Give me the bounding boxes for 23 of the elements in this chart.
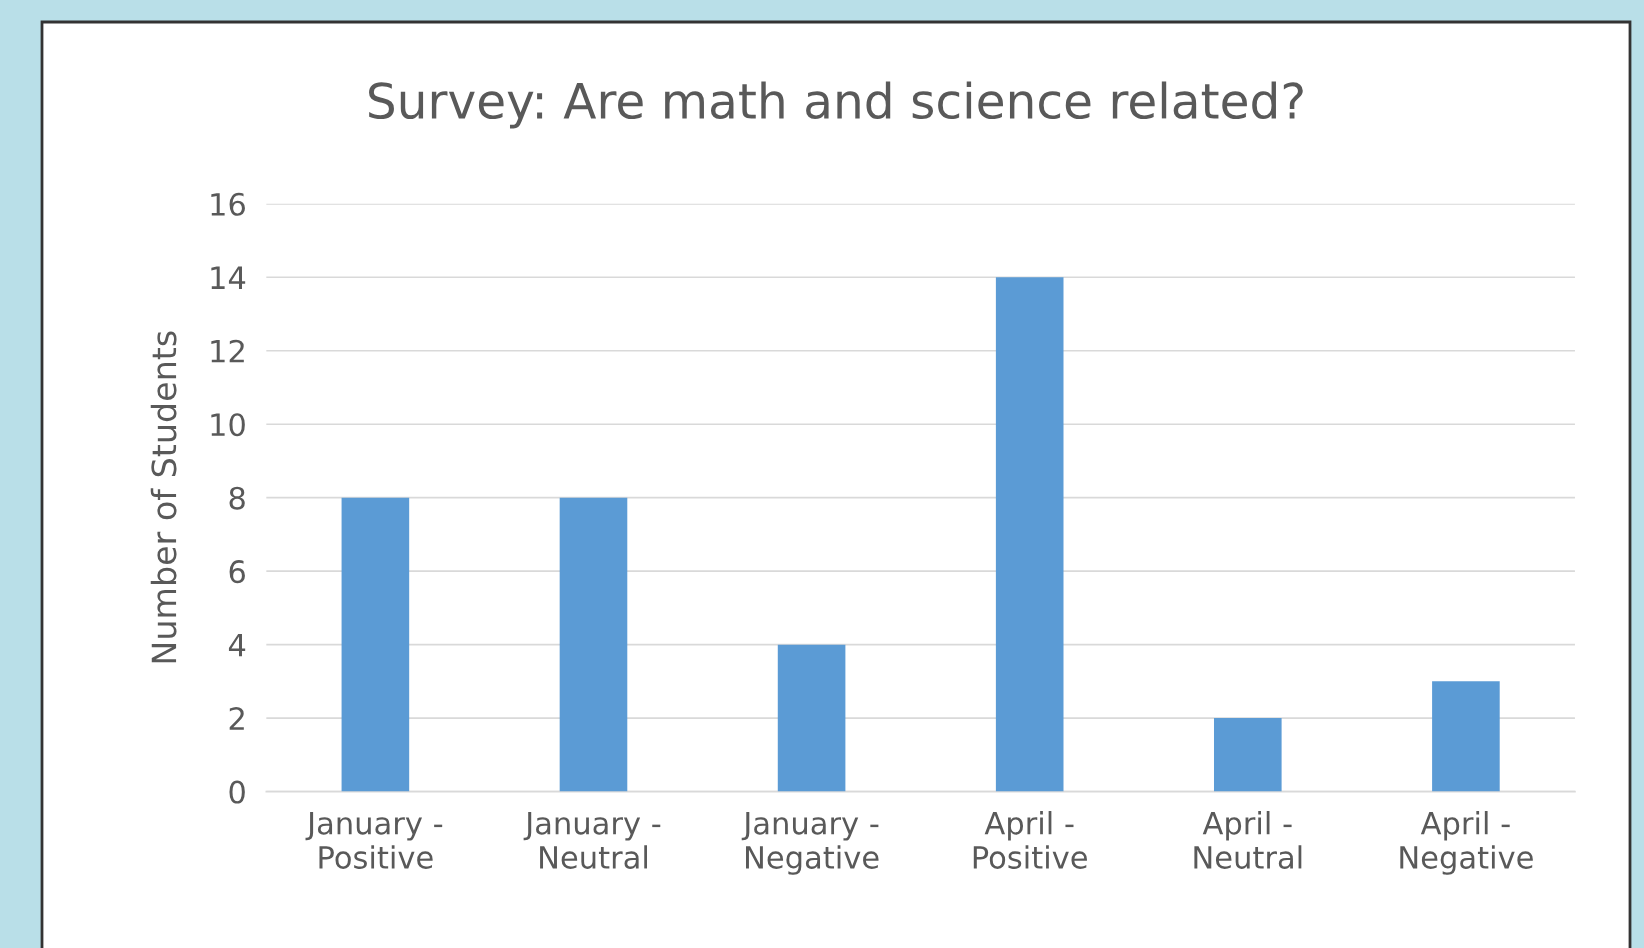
bar: [777, 644, 846, 792]
y-tick-label: 4: [228, 633, 246, 657]
y-tick-label: 12: [211, 339, 244, 363]
x-tick-label: January - Positive: [305, 811, 443, 869]
x-tick-label: April - Neutral: [1194, 811, 1302, 869]
bar: [559, 497, 628, 792]
bar: [1432, 681, 1500, 792]
y-axis-title: Number of Students: [150, 331, 177, 663]
y-tick-label: 8: [229, 486, 245, 510]
chart-title: Survey: Are math and science related?: [369, 81, 1303, 129]
x-tick-label: January - Neutral: [523, 811, 661, 869]
y-tick-label: 2: [229, 707, 244, 730]
bar: [341, 497, 410, 792]
y-tick-label: 16: [211, 192, 245, 216]
bar: [995, 277, 1064, 792]
y-tick-label: 10: [211, 413, 245, 437]
bar: [1213, 718, 1282, 792]
y-tick-label: 6: [229, 560, 245, 584]
y-tick-label: 14: [211, 266, 246, 289]
y-tick-label: 0: [229, 780, 245, 804]
x-tick-label: April - Positive: [973, 811, 1087, 869]
x-tick-label: January - Negative: [741, 811, 879, 875]
x-tick-label: April - Negative: [1400, 811, 1533, 875]
